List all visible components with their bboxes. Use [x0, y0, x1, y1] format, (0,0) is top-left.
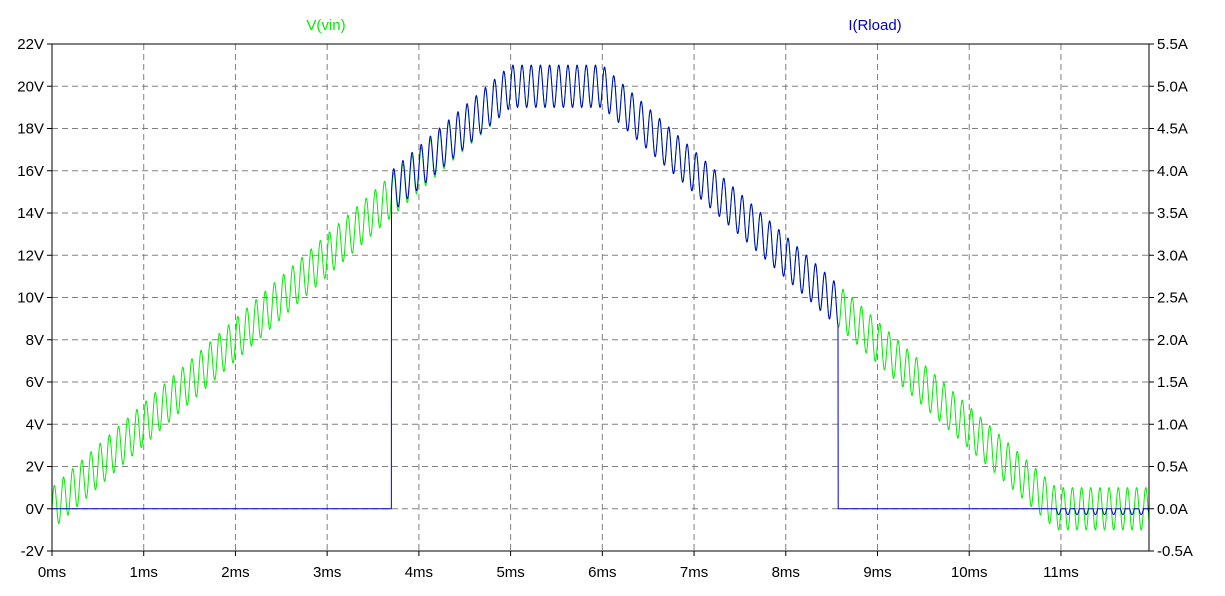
y-right-tick-label: 4.5A	[1157, 121, 1188, 138]
y-left-tick-label: 12V	[17, 247, 44, 264]
y-right-tick-label: 0.0A	[1157, 501, 1188, 518]
y-right-tick-label: 1.0A	[1157, 416, 1188, 433]
y-left-tick-label: 8V	[26, 332, 44, 349]
y-right-tick-label: 2.5A	[1157, 290, 1188, 307]
series-title-vin: V(vin)	[306, 17, 345, 34]
y-right-tick-label: 3.0A	[1157, 247, 1188, 264]
y-right-tick-label: 2.0A	[1157, 332, 1188, 349]
x-tick-label: 11ms	[1043, 564, 1079, 581]
y-left-tick-label: 20V	[17, 78, 44, 95]
x-tick-label: 5ms	[496, 564, 524, 581]
grid-lines	[52, 44, 1149, 551]
y-left-tick-label: 0V	[26, 501, 44, 518]
y-left-tick-label: 6V	[26, 374, 44, 391]
y-left-tick-label: 22V	[17, 36, 44, 53]
y-left-tick-label: -2V	[21, 543, 44, 560]
y-right-tick-label: 5.5A	[1157, 36, 1188, 53]
y-right-tick-label: 4.0A	[1157, 163, 1188, 180]
y-left-tick-label: 16V	[17, 163, 44, 180]
tick-marks	[47, 43, 1154, 556]
x-tick-label: 2ms	[221, 564, 249, 581]
y-right-tick-label: 0.5A	[1157, 459, 1188, 476]
series-layer	[51, 64, 1150, 531]
y-left-tick-label: 4V	[26, 416, 44, 433]
y-right-tick-label: 3.5A	[1157, 205, 1188, 222]
y-left-tick-label: 18V	[17, 121, 44, 138]
x-tick-label: 7ms	[680, 564, 708, 581]
series-line-irload	[52, 64, 1150, 516]
y-left-tick-label: 10V	[17, 290, 44, 307]
x-tick-label: 6ms	[588, 564, 616, 581]
x-tick-label: 10ms	[951, 564, 988, 581]
y-right-tick-label: 1.5A	[1157, 374, 1188, 391]
x-tick-label: 8ms	[772, 564, 800, 581]
x-tick-label: 4ms	[405, 564, 433, 581]
x-tick-label: 1ms	[130, 564, 158, 581]
x-tick-label: 9ms	[863, 564, 891, 581]
tick-labels: 0ms 1ms 2ms 3ms 4ms 5ms 6ms 7ms 8ms 9ms 10ms 11ms -2…	[17, 36, 1193, 581]
x-tick-label: 3ms	[313, 564, 341, 581]
y-left-tick-label: 2V	[26, 459, 44, 476]
y-left-tick-label: 14V	[17, 205, 44, 222]
series-title-irload: I(Rload)	[848, 17, 901, 34]
y-right-tick-label: -0.5A	[1157, 543, 1193, 560]
series-titles: V(vin) I(Rload)	[306, 17, 901, 34]
y-right-tick-label: 5.0A	[1157, 78, 1188, 95]
x-tick-label: 0ms	[38, 564, 66, 581]
